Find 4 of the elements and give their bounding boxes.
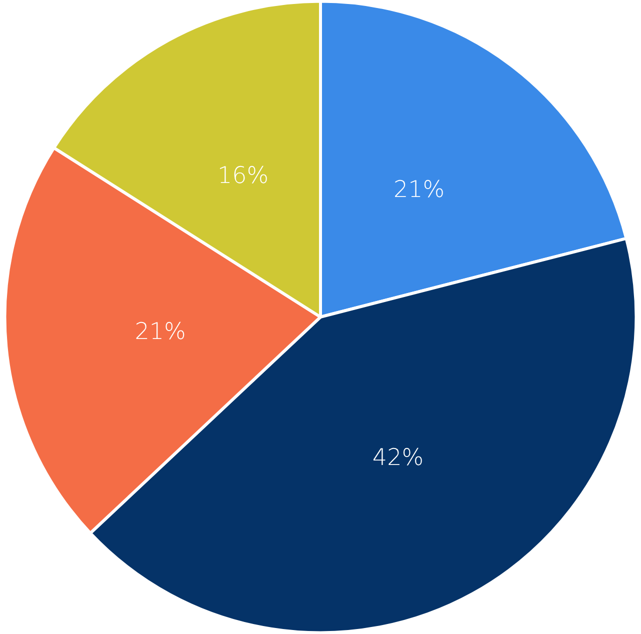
- data-label: 16%: [217, 163, 269, 190]
- data-label: 21%: [134, 319, 186, 346]
- data-label: 42%: [372, 444, 424, 471]
- data-label: 21%: [394, 176, 445, 203]
